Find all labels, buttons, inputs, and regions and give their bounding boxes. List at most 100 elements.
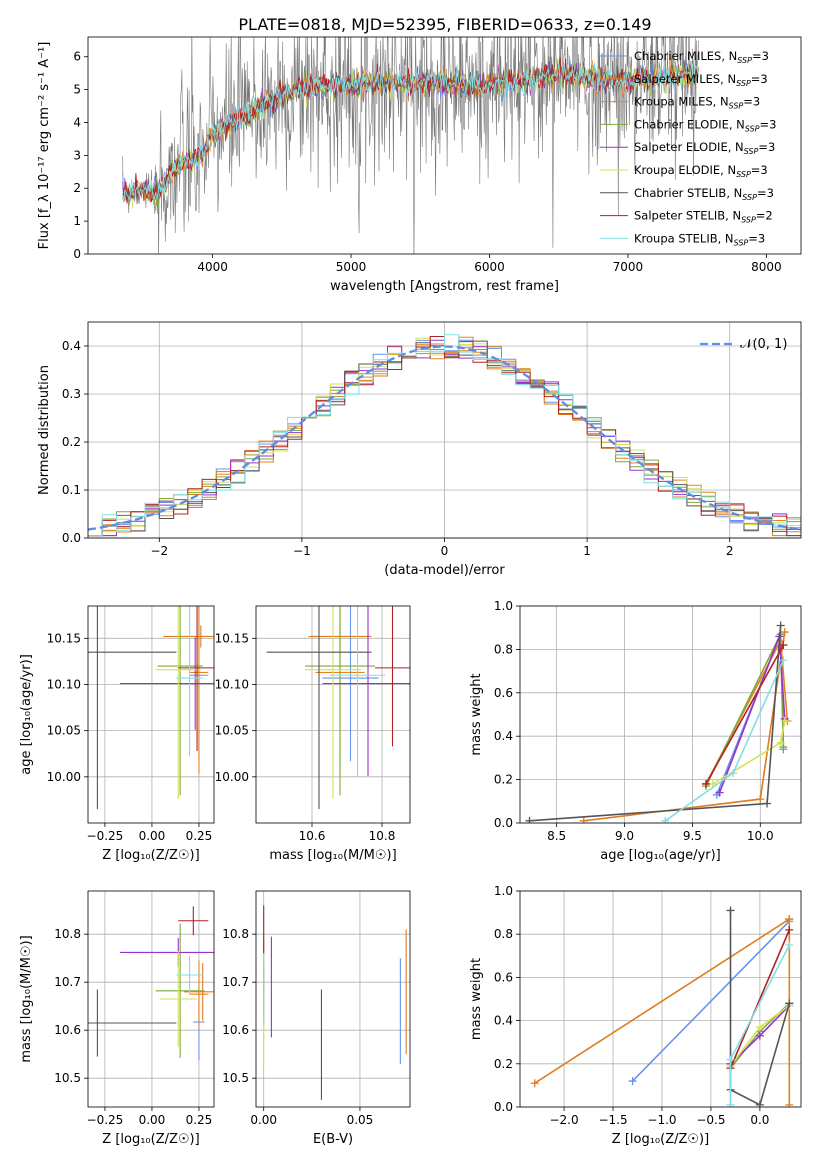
weight-point-1 — [530, 1079, 539, 1088]
y-tick-label: 10.7 — [222, 975, 249, 989]
weight-point-1 — [756, 795, 765, 804]
x-tick-label: 0.25 — [186, 829, 213, 843]
x-axis-label: Z [log₁₀(Z/Z☉)] — [102, 848, 199, 863]
x-tick-label: 9.0 — [615, 829, 634, 843]
weight-point-3 — [779, 743, 788, 752]
weight-point-6 — [785, 999, 794, 1008]
x-tick-label: −0.25 — [87, 829, 124, 843]
chart-age-vs-mass: 10.6 10.8 10.00 10.05 10.10 10.15 mass [log₁₀(… — [215, 605, 411, 863]
weight-point-6 — [755, 1100, 764, 1107]
weight-line-1 — [534, 918, 790, 1084]
x-tick-label: 10.0 — [747, 829, 774, 843]
y-tick-label: 10.10 — [47, 677, 81, 691]
y-tick-label: 0.4 — [494, 729, 513, 743]
y-tick-label: 0.3 — [62, 387, 81, 401]
x-tick-label: −1 — [293, 544, 311, 558]
chart-weights-vs-Z: −2.0 −1.5 −1.0 −0.5 0.0 0.0 0.2 0.4 0.6 0.8 1.0 Z [… — [469, 884, 802, 1147]
legend-label-5: Kroupa ELODIE, NSSP=3 — [634, 163, 768, 179]
y-axis-label: age [log₁₀(age/yr)] — [19, 654, 34, 775]
y-tick-label: 0 — [73, 247, 81, 261]
x-axis-label: mass [log₁₀(M/M☉)] — [269, 848, 396, 863]
weight-point-2 — [785, 1100, 794, 1107]
chart-residuals: −2 −1 0 1 2 0.0 0.1 0.2 0.3 0.4 (data-model)/error… — [37, 321, 802, 578]
x-axis-label: E(B-V) — [313, 1132, 353, 1147]
y-tick-label: 10.5 — [54, 1071, 81, 1085]
weight-point-4 — [715, 788, 724, 797]
y-tick-label: 5 — [73, 83, 81, 97]
weight-point-0 — [628, 1077, 637, 1086]
x-tick-label: −1.0 — [647, 1113, 676, 1127]
x-tick-label: −0.5 — [696, 1113, 725, 1127]
x-tick-label: 0.0 — [750, 1113, 769, 1127]
y-tick-label: 1.0 — [494, 884, 513, 898]
y-tick-label: 0.6 — [494, 686, 513, 700]
y-tick-label: 0.8 — [494, 642, 513, 656]
plot-area-weights-vs-age — [525, 621, 792, 823]
y-tick-label: 0.0 — [494, 1100, 513, 1114]
y-tick-label: 3 — [73, 148, 81, 162]
weight-point-1 — [780, 628, 789, 637]
y-axis-label: mass weight — [469, 673, 484, 755]
y-tick-label: 0.2 — [62, 435, 81, 449]
x-tick-label: 0.00 — [250, 1113, 277, 1127]
y-tick-label: 10.7 — [54, 975, 81, 989]
y-tick-label: 10.05 — [215, 724, 249, 738]
y-tick-label: 4 — [73, 115, 81, 129]
x-axis-label: age [log₁₀(age/yr)] — [600, 848, 721, 863]
weight-point-8 — [785, 941, 794, 949]
weight-point-5 — [755, 1023, 764, 1032]
y-tick-label: 10.10 — [215, 677, 249, 691]
y-tick-label: 1.0 — [494, 599, 513, 613]
figure-title: PLATE=0818, MJD=52395, FIBERID=0633, z=0… — [238, 15, 651, 34]
chart-age-vs-Z: −0.25 0.00 0.25 10.00 10.05 10.10 10.15 Z [log₁… — [19, 605, 215, 863]
y-tick-label: 0.8 — [494, 927, 513, 941]
x-tick-label: 7000 — [613, 260, 644, 274]
weight-point-6 — [525, 816, 534, 823]
plot-area-mass-vs-Z — [88, 906, 214, 1061]
y-tick-label: 10.8 — [222, 927, 249, 941]
weight-point-6 — [726, 906, 735, 915]
x-tick-label: 5000 — [336, 260, 367, 274]
model-spectrum-4 — [122, 60, 699, 200]
weight-point-6 — [776, 621, 785, 630]
plot-area-mass-vs-ebv — [263, 905, 407, 1100]
weight-point-7 — [785, 925, 794, 934]
weight-point-8 — [661, 816, 670, 823]
plot-area-age-vs-mass — [266, 606, 410, 810]
axes-frame — [87, 890, 215, 1108]
axes-frame — [519, 890, 802, 1108]
y-tick-label: 0.0 — [62, 531, 81, 545]
axes-frame — [87, 321, 802, 539]
x-tick-label: 0 — [441, 544, 449, 558]
axes-frame — [255, 605, 411, 824]
x-tick-label: 9.5 — [683, 829, 702, 843]
x-tick-label: 6000 — [474, 260, 505, 274]
plot-area-residuals — [88, 334, 801, 537]
y-axis-label: Normed distribution — [37, 365, 52, 495]
x-tick-label: −2 — [150, 544, 168, 558]
chart-weights-vs-age: 8.5 9.0 9.5 10.0 0.0 0.2 0.4 0.6 0.8 1.0 age [log₁… — [469, 599, 802, 863]
x-tick-label: 4000 — [197, 260, 228, 274]
legend-label-2: Kroupa MILES, NSSP=3 — [634, 95, 760, 111]
axes-frame — [87, 36, 802, 255]
weight-point-7 — [779, 641, 788, 650]
x-tick-label: −2.0 — [549, 1113, 578, 1127]
y-tick-label: 10.15 — [215, 631, 249, 645]
x-tick-label: 10.6 — [299, 829, 326, 843]
chart-spectrum: 4000 5000 6000 7000 8000 0 1 2 3 4 5 6 wavelength [A… — [37, 36, 802, 294]
weight-point-8 — [726, 1055, 735, 1064]
weight-point-8 — [726, 1100, 735, 1107]
y-tick-label: 10.15 — [47, 631, 81, 645]
y-tick-label: 6 — [73, 50, 81, 64]
normal-curve — [88, 345, 801, 531]
y-tick-label: 0.2 — [494, 1057, 513, 1071]
weight-line-0 — [632, 920, 790, 1082]
observed-spectrum — [122, 37, 699, 254]
x-tick-label: 1 — [583, 544, 591, 558]
y-tick-label: 2 — [73, 181, 81, 195]
y-axis-label: mass [log₁₀(M/M☉)] — [19, 935, 34, 1062]
y-tick-label: 0.1 — [62, 483, 81, 497]
weight-point-7 — [701, 779, 710, 788]
x-tick-label: 0.00 — [139, 829, 166, 843]
